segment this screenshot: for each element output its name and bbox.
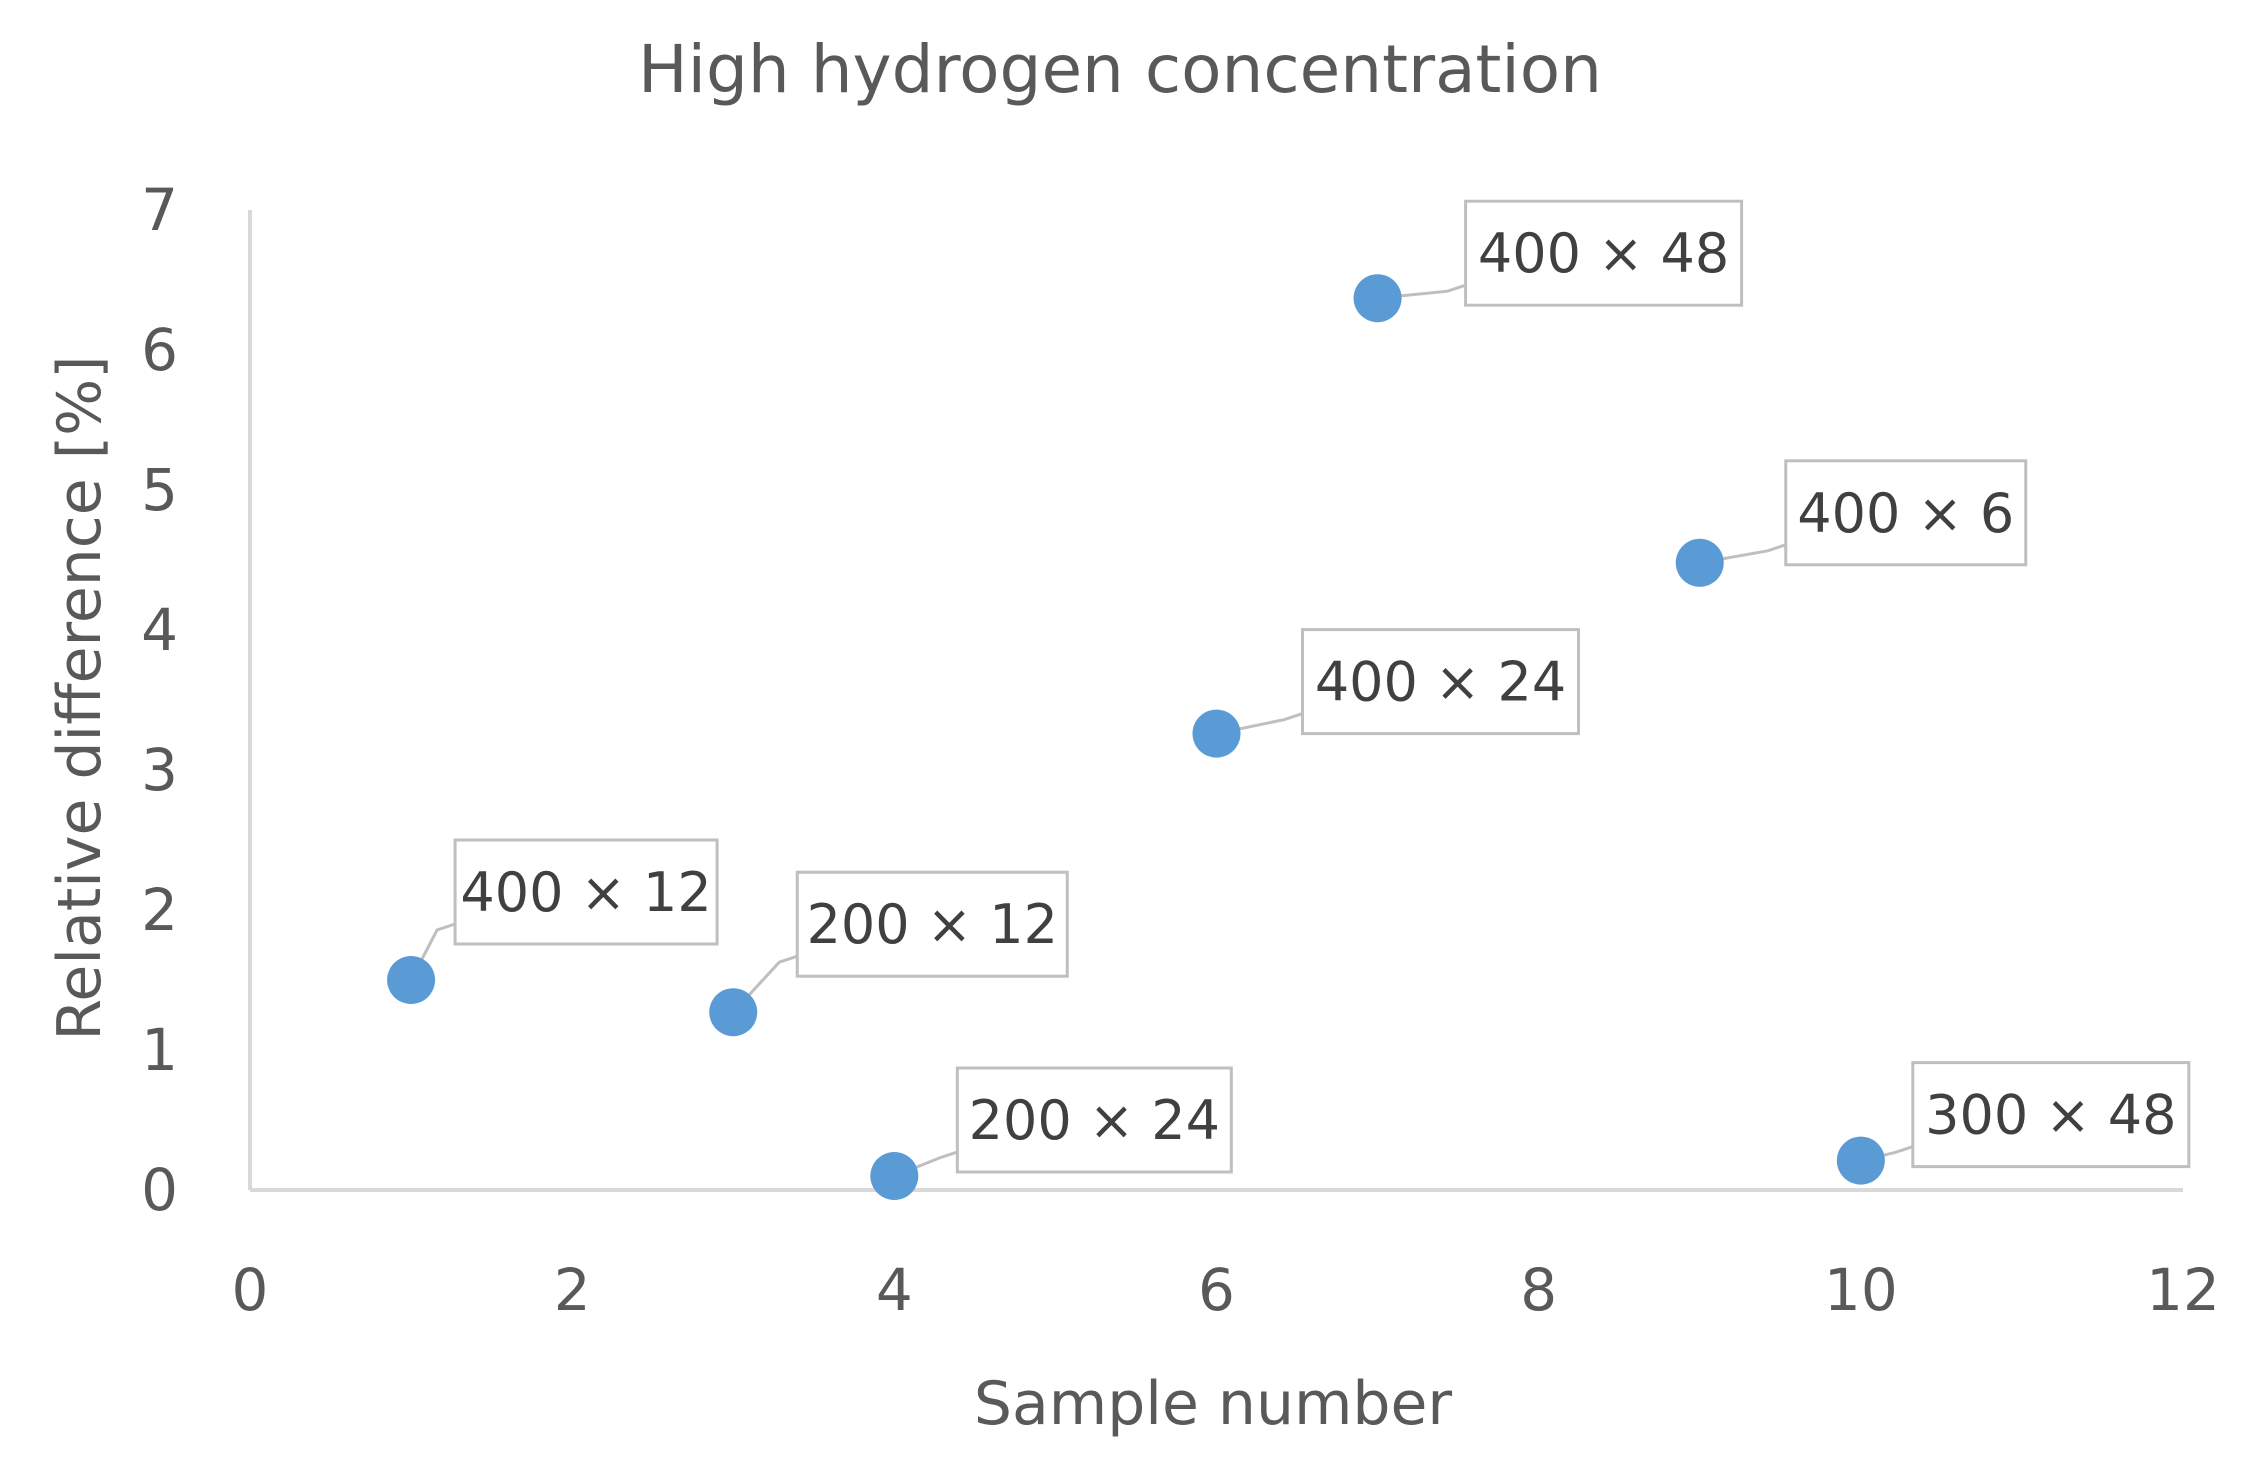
data-label: 200 × 12: [807, 893, 1058, 956]
x-tick-label: 8: [1520, 1256, 1557, 1324]
data-point: [387, 956, 436, 1004]
callout-box: [1911, 1061, 2191, 1169]
data-points: [387, 274, 1885, 1200]
data-point: [870, 1152, 919, 1200]
data-point: [1192, 709, 1241, 758]
x-tick-label: 6: [1198, 1256, 1235, 1324]
y-tick-label: 5: [141, 456, 178, 524]
data-label: 400 × 12: [460, 861, 711, 924]
callout-box: [955, 1066, 1233, 1174]
data-point: [709, 988, 758, 1037]
x-tick-label: 2: [554, 1256, 591, 1324]
callout-box: [1784, 459, 2028, 567]
data-label-callouts: 400 × 12 200 × 12 200 × 24 400 × 24 400 × 48…: [409, 199, 2191, 1178]
x-tick-label: 4: [876, 1256, 913, 1324]
y-tick-label: 0: [141, 1156, 178, 1224]
data-label: 400 × 48: [1478, 222, 1729, 285]
y-tick-label: 4: [141, 596, 178, 664]
callout-box: [1301, 628, 1580, 736]
y-tick-labels: 0 1 2 3 4 5 6 7: [141, 176, 178, 1224]
x-tick-label: 10: [1824, 1256, 1898, 1324]
data-point: [1675, 538, 1724, 587]
x-axis-title: Sample number: [974, 1369, 1453, 1439]
y-tick-label: 1: [141, 1016, 178, 1084]
callout-box: [795, 870, 1069, 978]
x-tick-label: 12: [2146, 1256, 2220, 1324]
data-label: 200 × 24: [969, 1089, 1220, 1152]
x-tick-label: 0: [232, 1256, 269, 1324]
data-label: 300 × 48: [1925, 1084, 2176, 1147]
y-tick-label: 6: [141, 316, 178, 384]
y-tick-label: 7: [141, 176, 178, 244]
data-point: [1353, 274, 1402, 323]
y-tick-label: 3: [141, 736, 178, 804]
data-point: [1836, 1136, 1885, 1185]
callout-box: [453, 838, 719, 946]
chart-title: High hydrogen concentration: [638, 31, 1602, 108]
y-tick-label: 2: [141, 876, 178, 944]
data-label: 400 × 24: [1315, 651, 1566, 714]
y-axis-title: Relative difference [%]: [45, 355, 115, 1040]
x-tick-labels: 0 2 4 6 8 10 12: [232, 1256, 2220, 1324]
callout-box: [1464, 199, 1744, 307]
data-label: 400 × 6: [1797, 482, 2014, 545]
